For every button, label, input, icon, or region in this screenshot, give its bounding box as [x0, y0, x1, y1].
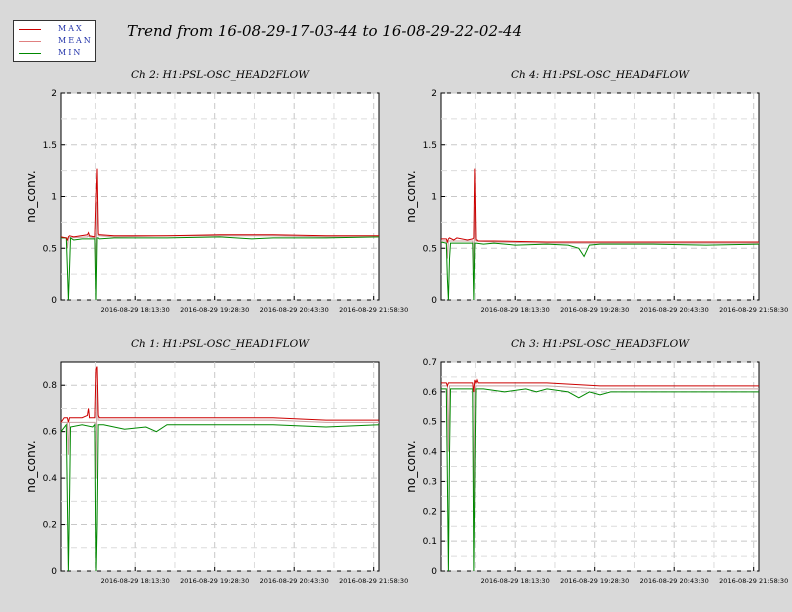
- y-tick-label: 0.7: [423, 358, 437, 368]
- y-tick-label: 0: [51, 296, 57, 306]
- x-tick-label: 2016-08-29 19:28:30: [180, 577, 249, 585]
- page-title: Trend from 16-08-29-17-03-44 to 16-08-29…: [127, 22, 523, 40]
- legend-swatch-min: [19, 53, 41, 54]
- y-tick-label: 0.4: [43, 474, 58, 484]
- y-tick-label: 0.5: [43, 244, 57, 254]
- plot-area: [60, 361, 380, 572]
- y-axis-label: no_conv.: [404, 440, 418, 492]
- x-tick-label: 2016-08-29 20:43:30: [260, 577, 329, 585]
- chart-title: Ch 1: H1:PSL-OSC_HEAD1FLOW: [131, 338, 310, 350]
- y-tick-label: 0.4: [423, 448, 438, 458]
- y-tick-label: 0: [431, 296, 437, 306]
- y-tick-label: 0.1: [423, 537, 437, 547]
- y-axis-label: no_conv.: [404, 170, 418, 222]
- chart-4: Ch 3: H1:PSL-OSC_HEAD3FLOW 0 0.1 0.2 0.3 0.4 0…: [404, 338, 788, 585]
- y-tick-label: 0.6: [423, 388, 438, 398]
- y-tick-label: 1.5: [43, 141, 57, 151]
- y-tick-label: 0.6: [43, 428, 58, 438]
- series-line-max: [60, 168, 379, 242]
- chart-title: Ch 4: H1:PSL-OSC_HEAD4FLOW: [511, 69, 690, 81]
- chart-title: Ch 2: H1:PSL-OSC_HEAD2FLOW: [131, 69, 310, 81]
- y-tick-label: 0: [51, 567, 57, 577]
- x-tick-label: 2016-08-29 19:28:30: [180, 306, 249, 314]
- legend-label-min: MIN: [58, 48, 83, 57]
- series-line-min: [61, 236, 380, 301]
- series-line-max: [441, 168, 759, 244]
- x-tick-label: 2016-08-29 18:13:30: [481, 577, 550, 585]
- series-line-min: [60, 423, 380, 572]
- x-tick-label: 2016-08-29 21:58:30: [339, 577, 408, 585]
- chart-3: Ch 1: H1:PSL-OSC_HEAD1FLOW 0 0.2 0.4 0.6 0.8 2…: [24, 338, 408, 585]
- y-tick-label: 1: [431, 193, 437, 203]
- series-line-max: [441, 378, 759, 392]
- y-tick-label: 2: [431, 89, 437, 99]
- x-tick-label: 2016-08-29 19:28:30: [560, 306, 629, 314]
- y-tick-label: 0: [431, 567, 437, 577]
- x-tick-label: 2016-08-29 19:28:30: [560, 577, 629, 585]
- x-tick-label: 2016-08-29 18:13:30: [101, 306, 170, 314]
- y-tick-label: 0.8: [43, 381, 58, 391]
- y-tick-label: 0.2: [43, 521, 57, 531]
- legend-label-max: MAX: [58, 24, 84, 33]
- legend-item-mean: MEAN: [14, 35, 95, 47]
- chart-2: Ch 4: H1:PSL-OSC_HEAD4FLOW 0 0.5 1 1.5 2 2016-…: [404, 69, 788, 314]
- y-tick-label: 0.5: [423, 244, 437, 254]
- legend-item-min: MIN: [14, 47, 95, 59]
- series-line-min: [440, 241, 760, 301]
- x-tick-label: 2016-08-29 20:43:30: [260, 306, 329, 314]
- chart-title: Ch 3: H1:PSL-OSC_HEAD3FLOW: [511, 338, 690, 350]
- x-tick-label: 2016-08-29 18:13:30: [481, 306, 550, 314]
- x-tick-label: 2016-08-29 20:43:30: [640, 306, 709, 314]
- y-tick-label: 0.2: [423, 507, 437, 517]
- series-line-max: [60, 366, 379, 423]
- chart-1: Ch 2: H1:PSL-OSC_HEAD2FLOW 0 0.5 1 1.5 2 2016-…: [24, 69, 408, 314]
- x-tick-label: 2016-08-29 18:13:30: [101, 577, 170, 585]
- y-axis-label: no_conv.: [24, 440, 38, 492]
- y-tick-label: 0.5: [423, 418, 437, 428]
- legend-swatch-max: [19, 29, 41, 30]
- y-tick-label: 2: [51, 89, 57, 99]
- x-tick-label: 2016-08-29 20:43:30: [640, 577, 709, 585]
- legend: MAX MEAN MIN: [13, 20, 96, 62]
- y-tick-label: 0.3: [423, 477, 437, 487]
- y-tick-label: 1: [51, 193, 57, 203]
- x-tick-label: 2016-08-29 21:58:30: [719, 577, 788, 585]
- legend-label-mean: MEAN: [58, 36, 93, 45]
- x-tick-label: 2016-08-29 21:58:30: [339, 306, 408, 314]
- series-line-min: [441, 388, 759, 572]
- x-tick-label: 2016-08-29 21:58:30: [719, 306, 788, 314]
- series-line-mean: [441, 385, 759, 527]
- y-tick-label: 1.5: [423, 141, 437, 151]
- y-axis-label: no_conv.: [24, 170, 38, 222]
- legend-swatch-mean: [19, 41, 41, 42]
- legend-item-max: MAX: [14, 23, 95, 35]
